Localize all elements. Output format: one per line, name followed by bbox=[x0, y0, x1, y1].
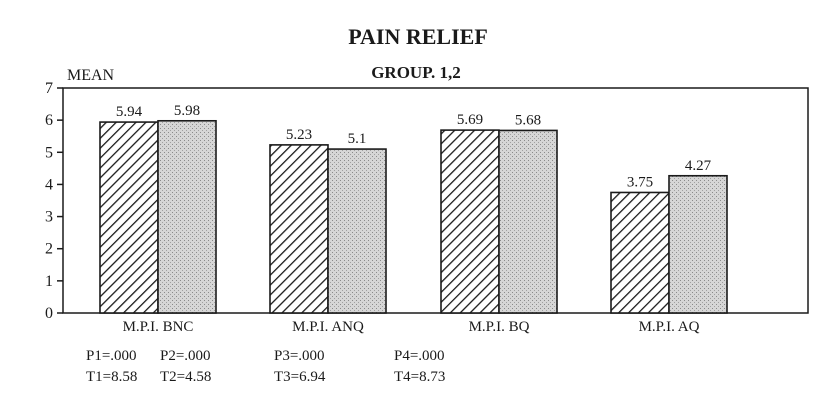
bar bbox=[327, 148, 387, 314]
data-label: 5.68 bbox=[515, 112, 541, 128]
data-label: 5.69 bbox=[457, 112, 483, 128]
data-label: 5.23 bbox=[286, 127, 312, 143]
bar bbox=[498, 129, 558, 314]
t-value-label: T3=6.94 bbox=[274, 369, 326, 385]
y-axis: 0 1 2 3 4 5 6 7 bbox=[45, 80, 63, 322]
category-labels: M.P.I. BNC M.P.I. ANQ M.P.I. BQ M.P.I. AQ bbox=[123, 319, 700, 335]
category-label: M.P.I. AQ bbox=[639, 319, 700, 335]
t-value-label: T2=4.58 bbox=[160, 369, 211, 385]
chart-subtitle: GROUP. 1,2 bbox=[371, 63, 461, 82]
bar bbox=[440, 129, 500, 314]
y-tick-label: 6 bbox=[45, 112, 53, 129]
y-axis-title: MEAN bbox=[67, 67, 115, 84]
y-tick-label: 4 bbox=[45, 176, 53, 193]
bar bbox=[99, 121, 159, 314]
bar bbox=[668, 174, 728, 314]
p-value-label: P2=.000 bbox=[160, 348, 211, 364]
bar bbox=[269, 144, 329, 314]
bar-series bbox=[99, 119, 728, 314]
chart-title: PAIN RELIEF bbox=[348, 24, 488, 49]
category-label: M.P.I. BQ bbox=[469, 319, 530, 335]
y-tick-label: 1 bbox=[45, 273, 53, 290]
category-label: M.P.I. ANQ bbox=[292, 319, 364, 335]
data-label: 5.94 bbox=[116, 104, 143, 120]
p-value-label: P4=.000 bbox=[394, 348, 445, 364]
data-labels: 5.94 5.98 5.23 5.1 5.69 5.68 3.75 4.27 bbox=[116, 103, 712, 191]
p-value-label: P1=.000 bbox=[86, 348, 137, 364]
y-tick-label: 0 bbox=[45, 305, 53, 322]
t-value-label: T1=8.58 bbox=[86, 369, 137, 385]
t-value-label: T4=8.73 bbox=[394, 369, 445, 385]
y-tick-label: 3 bbox=[45, 209, 53, 226]
data-label: 3.75 bbox=[627, 174, 653, 190]
data-label: 5.1 bbox=[348, 131, 367, 147]
y-tick-label: 2 bbox=[45, 241, 53, 258]
data-label: 5.98 bbox=[174, 103, 200, 119]
data-label: 4.27 bbox=[685, 158, 712, 174]
p-value-label: P3=.000 bbox=[274, 348, 325, 364]
plot-frame bbox=[62, 87, 809, 314]
bar bbox=[610, 191, 670, 314]
y-tick-label: 5 bbox=[45, 144, 53, 161]
statistics-annotations: P1=.000 T1=8.58 P2=.000 T2=4.58 P3=.000 T3=6.… bbox=[86, 348, 445, 385]
y-tick-label: 7 bbox=[45, 80, 53, 97]
bar bbox=[157, 119, 217, 314]
category-label: M.P.I. BNC bbox=[123, 319, 194, 335]
